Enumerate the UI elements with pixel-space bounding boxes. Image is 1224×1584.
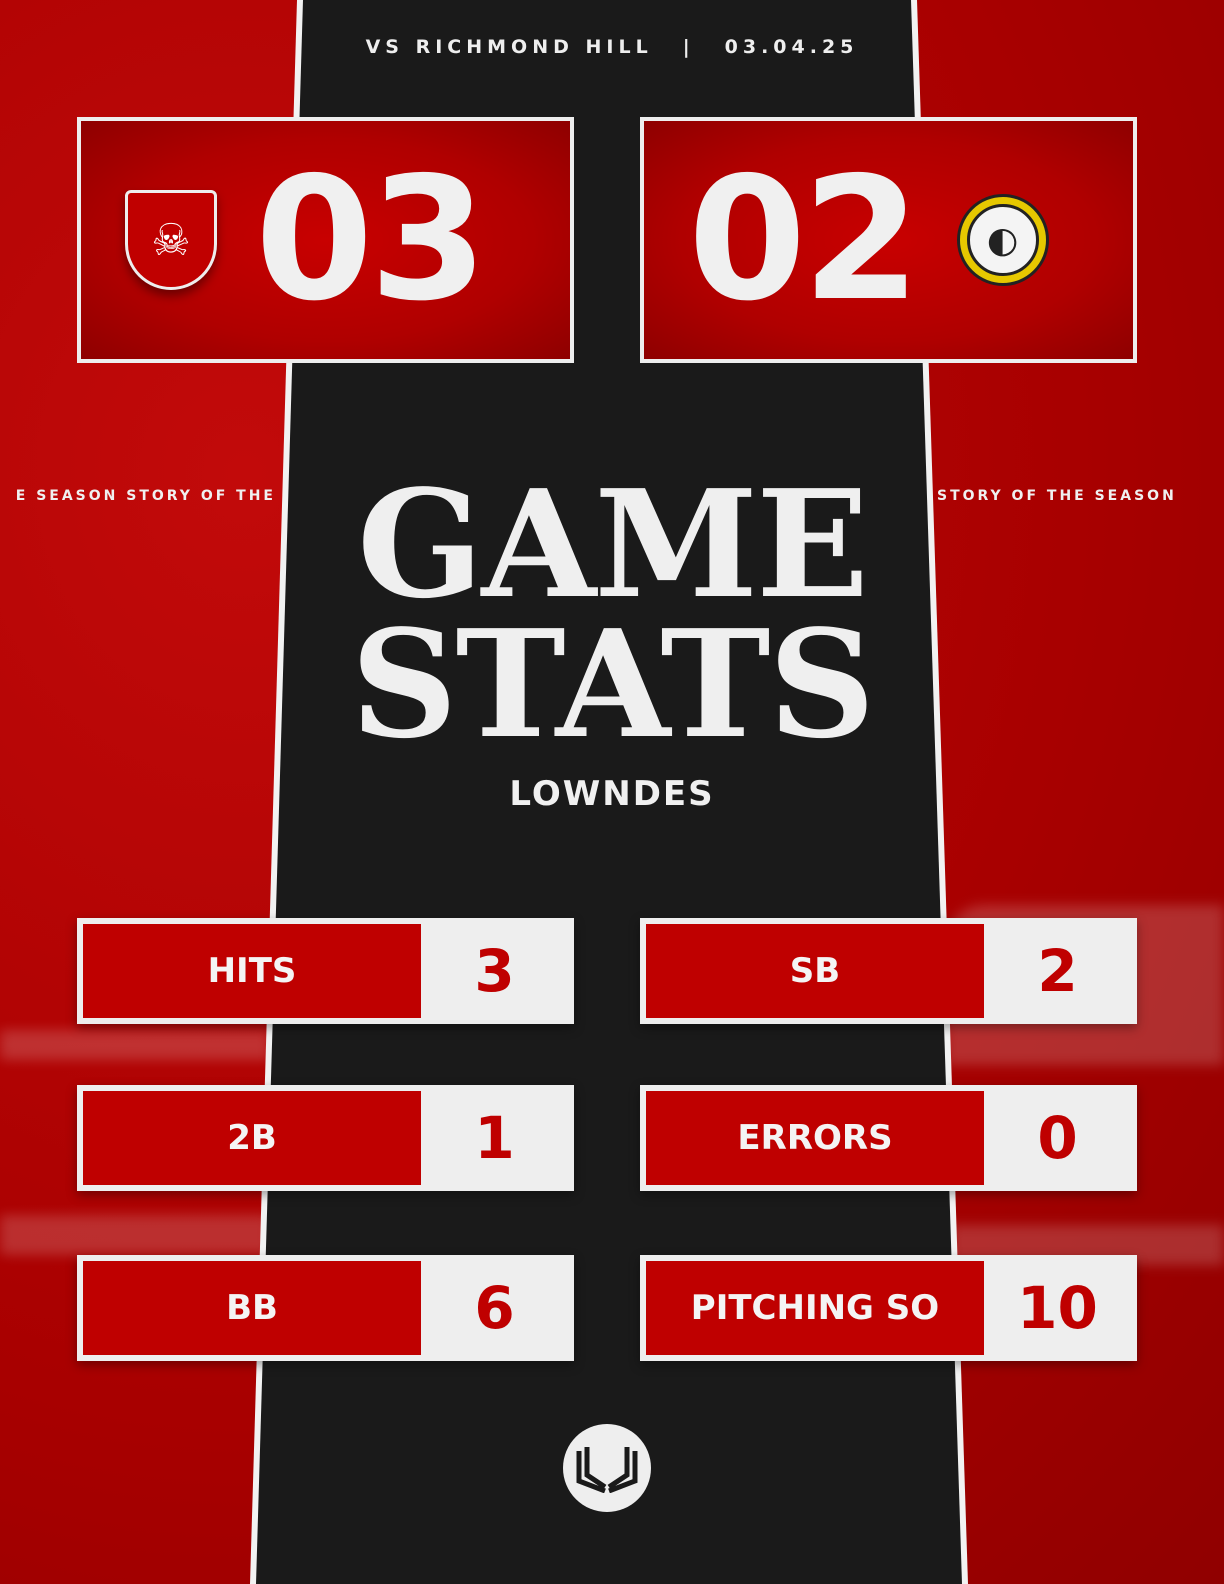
panther-logo-icon: ◐ (956, 194, 1049, 286)
viking-shield-logo-icon: ☠ (125, 190, 217, 290)
stat-errors: ERRORS 0 (640, 1085, 1137, 1191)
stat-sb: SB 2 (640, 918, 1137, 1024)
open-book-logo-icon (563, 1424, 651, 1512)
away-score-box: 02 ◐ (640, 117, 1137, 363)
side-text-right: STORY OF THE SEASON (937, 488, 1177, 504)
home-score-box: ☠ 03 (77, 117, 574, 363)
stat-2b: 2B 1 (77, 1085, 574, 1191)
game-date: 03.04.25 (724, 36, 859, 58)
stat-hits: HITS 3 (77, 918, 574, 1024)
team-name: LOWNDES (509, 774, 715, 814)
title-line-2: STATS (350, 597, 876, 771)
background-streak (0, 1030, 270, 1060)
opponent: VS RICHMOND HILL (365, 36, 653, 58)
side-text-left: E SEASON STORY OF THE (15, 488, 276, 504)
game-header: VS RICHMOND HILL | 03.04.25 (365, 36, 859, 58)
background-streak (0, 1215, 270, 1255)
stat-bb: BB 6 (77, 1255, 574, 1361)
title-line-1: GAME (357, 457, 869, 631)
home-score: 03 (255, 141, 488, 339)
away-score: 02 (688, 141, 921, 339)
stat-pitching-so: PITCHING SO 10 (640, 1255, 1137, 1361)
